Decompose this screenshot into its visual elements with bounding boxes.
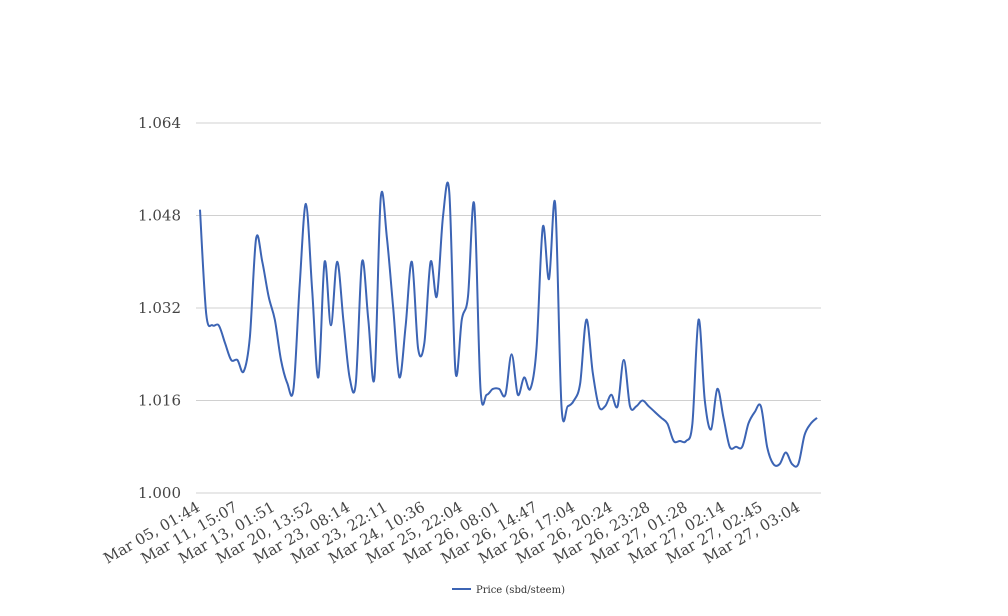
y-tick-label: 1.064 <box>138 114 181 132</box>
y-tick-label: 1.016 <box>138 392 181 410</box>
y-axis-tick-labels: 1.000 1.016 1.032 1.048 1.064 <box>138 114 181 502</box>
legend: Price (sbd/steem) <box>452 585 565 596</box>
legend-label-price: Price (sbd/steem) <box>476 585 565 596</box>
series-line-price <box>199 181 818 468</box>
y-tick-label: 1.000 <box>138 484 181 502</box>
y-tick-label: 1.032 <box>138 299 181 317</box>
y-tick-label: 1.048 <box>138 207 181 225</box>
gridlines <box>196 122 821 494</box>
